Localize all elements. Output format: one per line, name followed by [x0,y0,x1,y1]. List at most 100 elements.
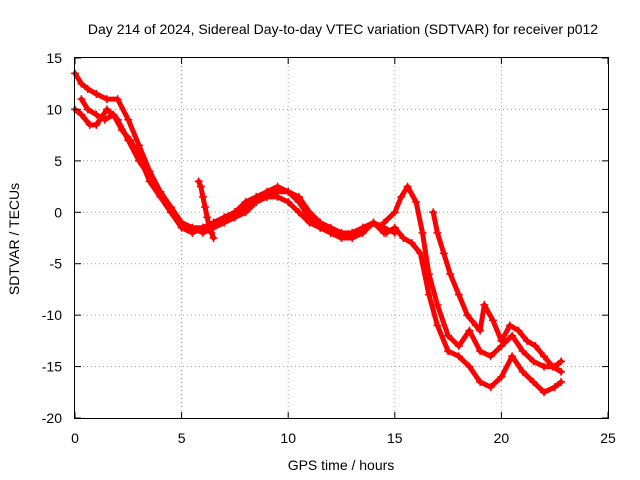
data-point [203,213,212,222]
y-tick-label: -20 [42,410,62,426]
data-point [418,228,427,237]
data-point [486,383,495,392]
data-point [397,192,406,201]
data-point [390,223,399,232]
data-point [444,331,453,340]
series-line [430,209,564,375]
data-point [531,342,540,350]
data-point [117,126,126,134]
data-point [316,223,325,232]
series-line [383,225,564,395]
data-point [471,321,480,330]
data-point [557,357,566,366]
data-point [358,223,367,232]
data-point [348,228,357,237]
data-point [439,249,448,258]
data-point [207,228,216,237]
data-point [201,203,210,212]
data-point [92,120,101,129]
data-point [454,342,463,350]
y-axis-label: SDTVAR / TECUs [6,183,22,295]
x-tick-labels: 0 5 10 15 20 25 [71,430,616,446]
data-point [505,321,514,330]
data-point [446,270,455,278]
y-tick-label: 10 [46,101,62,117]
data-point [92,110,101,119]
data-point [209,234,218,242]
series-group [71,69,566,397]
data-point [198,228,207,237]
y-tick-label: 0 [54,204,62,220]
data-point [465,362,474,371]
data-point [403,182,412,191]
data-point [380,218,389,227]
x-tick-label: 0 [71,430,79,446]
data-point [205,223,214,232]
data-point [103,105,111,114]
data-point [518,367,527,376]
data-point [497,336,506,345]
data-point [433,321,442,330]
data-point [166,208,175,217]
data-point [476,378,485,386]
x-tick-label: 5 [178,430,186,446]
y-tick-label: -5 [50,256,63,272]
y-tick-label: -15 [42,359,62,375]
data-point [100,115,109,124]
data-point [433,300,442,309]
data-point [480,300,489,309]
x-tick-label: 20 [494,430,510,446]
data-point [529,378,538,386]
data-point [454,290,463,299]
data-point [126,136,135,145]
data-point [369,218,378,227]
data-point [196,182,205,191]
data-point [540,352,548,361]
data-point [305,218,314,227]
data-point [557,367,566,376]
data-point [230,213,239,222]
data-point [508,352,517,361]
data-point [194,177,203,186]
data-point [399,234,408,242]
data-point [454,352,463,361]
data-point [273,182,282,191]
chart-title: Day 214 of 2024, Sidereal Day-to-day VTE… [88,21,598,37]
x-tick-label: 10 [280,430,296,446]
data-point [284,198,293,206]
data-point [77,79,86,88]
data-point [77,110,86,119]
plot-frame [74,57,609,419]
y-tick-label: -10 [42,307,62,323]
data-point [412,198,421,206]
data-point [124,115,133,124]
data-point [429,208,438,217]
data-point [273,192,282,201]
data-point [92,90,101,98]
data-point [83,84,92,93]
data-point [557,378,566,386]
data-point [476,326,485,335]
data-point [465,326,474,335]
data-point [488,316,497,325]
data-point [390,208,399,217]
y-tick-labels: 15 10 5 0 -5 -10 -15 -20 [42,50,62,426]
data-point [83,105,92,114]
data-point [486,352,495,361]
data-point [514,326,523,335]
series-line [381,184,564,370]
data-point [540,388,548,397]
data-point [156,192,165,201]
data-point [476,347,485,356]
data-point [113,95,122,104]
data-point [198,192,207,201]
data-point [77,95,86,104]
data-point [294,198,303,206]
data-point [337,234,346,242]
data-point [548,362,557,371]
data-point [262,192,271,201]
data-point [424,290,433,299]
x-tick-label: 25 [600,430,616,446]
data-point [220,218,229,227]
